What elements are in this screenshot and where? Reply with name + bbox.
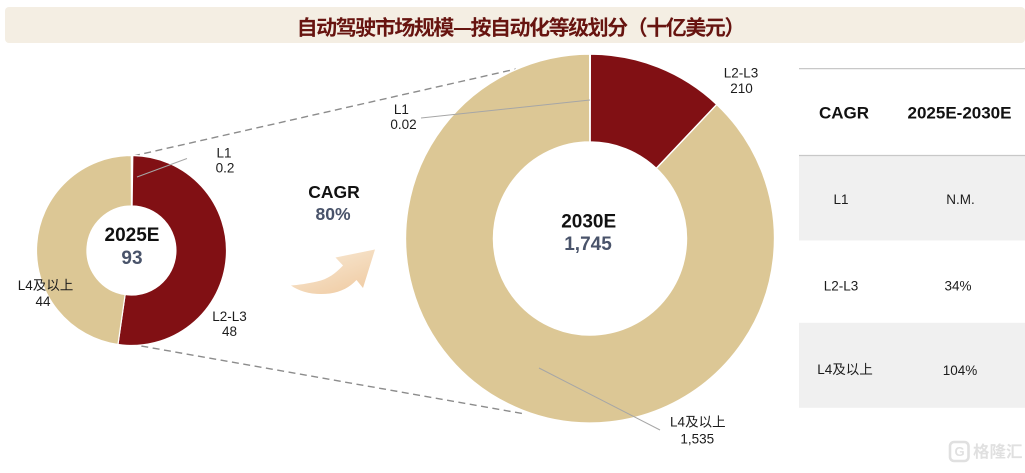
svg-text:L1: L1 — [394, 102, 409, 117]
svg-text:L1: L1 — [216, 145, 231, 160]
svg-text:G: G — [954, 444, 964, 459]
svg-text:L4: L4 — [670, 415, 686, 430]
svg-text:0.02: 0.02 — [390, 117, 416, 132]
svg-text:L2-L3: L2-L3 — [724, 66, 759, 81]
svg-text:44: 44 — [35, 294, 51, 309]
svg-text:N.M.: N.M. — [946, 192, 975, 207]
svg-text:L1: L1 — [833, 192, 848, 207]
svg-text:L4: L4 — [817, 362, 833, 377]
svg-text:CAGR: CAGR — [308, 182, 360, 202]
svg-text:CAGR: CAGR — [819, 104, 869, 123]
svg-text:48: 48 — [222, 324, 237, 339]
svg-text:1,745: 1,745 — [564, 234, 612, 255]
svg-text:L2-L3: L2-L3 — [212, 309, 247, 324]
svg-text:1,535: 1,535 — [680, 432, 714, 447]
svg-text:2025E: 2025E — [105, 225, 160, 246]
svg-text:L2-L3: L2-L3 — [824, 279, 859, 294]
svg-text:93: 93 — [121, 248, 142, 269]
svg-text:34%: 34% — [944, 279, 971, 294]
svg-text:2025E-2030E: 2025E-2030E — [908, 104, 1012, 123]
svg-text:80%: 80% — [315, 204, 350, 224]
svg-text:104%: 104% — [943, 363, 978, 378]
svg-text:L4: L4 — [18, 278, 34, 293]
svg-text:2030E: 2030E — [561, 212, 616, 233]
svg-text:0.2: 0.2 — [216, 160, 235, 175]
svg-text:210: 210 — [730, 81, 753, 96]
